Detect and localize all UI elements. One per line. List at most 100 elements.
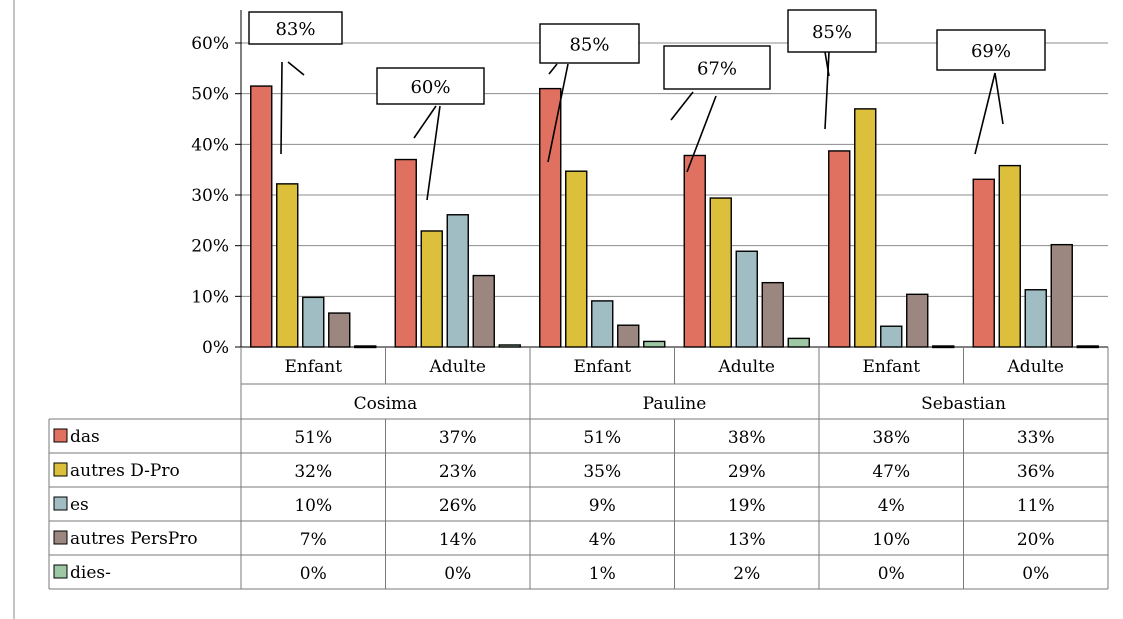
table-cell: 7% [300,530,327,550]
callout-label: 85% [569,35,609,56]
table-cell: 2% [733,564,760,584]
callout-leader [974,72,996,155]
category-label: Enfant [862,357,920,377]
category-label: Enfant [284,357,342,377]
bar [643,340,666,348]
table-cell: 33% [1017,428,1055,448]
table-cell: 0% [1022,564,1049,584]
table-cell: 20% [1017,530,1055,550]
table-cell: 4% [589,530,616,550]
legend-label: es [70,495,89,515]
table-cell: 14% [439,530,477,550]
callout-leader [426,105,441,201]
table-cell: 10% [294,496,332,516]
table-cell: 4% [878,496,905,516]
legend-label: dies- [70,563,111,583]
data-table: Enfant Adulte Enfant Adulte Enfant Adulte Cosi… [48,347,1109,590]
table-cell: 36% [1017,462,1055,482]
y-tick-label: 0% [202,338,229,358]
legend-label: autres PersPro [70,529,198,549]
table-cell: 38% [728,428,766,448]
callout-label: 85% [812,22,852,43]
bar [735,250,758,348]
callout-leader [548,63,558,75]
bar [539,87,562,348]
group-label: Cosima [354,394,418,414]
callout-label: 67% [697,59,737,80]
bar [761,281,784,348]
y-tick-label: 30% [191,186,229,206]
category-label: Adulte [429,357,486,377]
callout-box [936,29,1046,71]
legend-swatch [53,462,68,477]
callout-label: 83% [275,19,315,40]
legend-label: autres D-Pro [70,461,180,481]
callout-box [376,67,485,105]
category-label: Enfant [573,357,631,377]
bar [565,170,588,348]
callouts: 83% 60% 85% 67% 85% 69% [248,9,1046,201]
legend-label: das [70,427,100,447]
bar [787,337,810,348]
table-cell: 1% [589,564,616,584]
table-cell: 23% [439,462,477,482]
callout-box [663,45,771,90]
callout-leader [413,105,437,139]
y-tick-label: 50% [191,85,229,105]
bar [250,85,273,348]
table-cell: 13% [728,530,766,550]
legend-swatch [53,496,68,511]
bar [906,293,929,348]
table-cell: 35% [583,462,621,482]
table-cell: 19% [728,496,766,516]
bar [880,325,903,348]
bar [683,154,706,348]
bar [1024,289,1047,348]
table-cell: 0% [878,564,905,584]
table-cell: 32% [294,462,332,482]
callout-box [539,23,640,64]
bars [250,85,1099,349]
table-cell: 26% [439,496,477,516]
bar [972,178,995,348]
bar [276,183,299,348]
callout-label: 69% [971,41,1011,62]
group-label: Sebastian [921,394,1006,414]
bar [1050,243,1073,348]
bar [854,108,877,348]
y-tick-label: 60% [191,34,229,54]
table-cell: 11% [1017,496,1055,516]
bar [998,164,1021,348]
callout-leader [280,61,283,155]
table-cell: 29% [728,462,766,482]
bar [828,150,851,348]
group-label: Pauline [643,394,707,414]
table-cell: 38% [872,428,910,448]
table-cell: 10% [872,530,910,550]
table-cell: 51% [294,428,332,448]
bar [472,274,495,348]
bar [591,300,614,348]
category-label: Adulte [718,357,775,377]
legend-swatch [53,530,68,545]
table-cell: 0% [444,564,471,584]
y-tick-label: 10% [191,287,229,307]
callout-leader [287,61,305,76]
bar [420,230,443,348]
bar [709,197,732,348]
callout-box [787,9,877,53]
y-tick-label: 40% [191,135,229,155]
callout-label: 60% [410,77,450,98]
table-cell: 47% [872,462,910,482]
legend-swatch [53,564,68,579]
y-tick-label: 20% [191,237,229,257]
bar [617,324,640,348]
table-cell: 51% [583,428,621,448]
callout-leader [670,91,694,121]
table-cell: 37% [439,428,477,448]
table-cell: 0% [300,564,327,584]
category-label: Adulte [1007,357,1064,377]
callout-box [248,11,343,45]
bar [328,312,351,348]
